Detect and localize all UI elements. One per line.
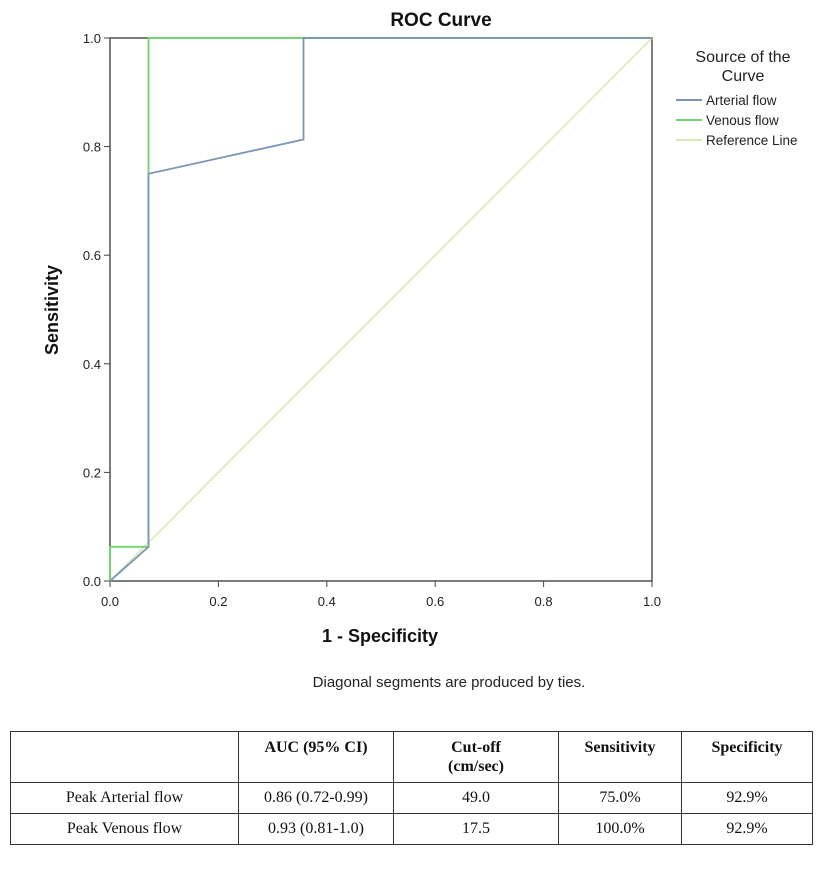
cell-sensitivity: 75.0%	[558, 782, 682, 814]
table-row: Peak Arterial flow 0.86 (0.72-0.99) 49.0…	[10, 782, 813, 814]
table-header-row: AUC (95% CI) Cut-off (cm/sec) Sensitivit…	[10, 731, 813, 783]
legend-title-line2: Curve	[722, 68, 765, 85]
series-line-reference-line	[109, 37, 653, 582]
cell-auc: 0.93 (0.81-1.0)	[238, 813, 394, 845]
cell-cutoff: 49.0	[393, 782, 559, 814]
chart-title: ROC Curve	[390, 10, 491, 31]
y-tick-label: 0.0	[83, 574, 101, 589]
x-tick-label: 0.8	[535, 594, 553, 609]
header-cutoff: Cut-off (cm/sec)	[393, 731, 559, 783]
series-line-arterial-flow	[109, 37, 652, 582]
header-specificity: Specificity	[681, 731, 813, 783]
table-row: Peak Venous flow 0.93 (0.81-1.0) 17.5 10…	[10, 813, 813, 845]
x-tick-label: 0.2	[209, 594, 227, 609]
axis-ticks: 0.0 0.2 0.4 0.6 0.8 1.0 0.0 0.2 0.4 0.6 0.8 1.0	[83, 31, 661, 609]
legend: Arterial flow Venous flow Reference Line	[676, 93, 798, 148]
x-tick-label: 0.6	[426, 594, 444, 609]
header-empty	[10, 731, 239, 783]
cell-auc: 0.86 (0.72-0.99)	[238, 782, 394, 814]
legend-title-line1: Source of the	[695, 49, 790, 66]
y-tick-label: 0.8	[83, 140, 101, 155]
x-tick-label: 0.4	[318, 594, 336, 609]
legend-label: Reference Line	[706, 133, 798, 148]
header-cutoff-line2: (cm/sec)	[448, 758, 504, 775]
y-tick-label: 0.2	[83, 465, 101, 480]
x-tick-label: 1.0	[643, 594, 661, 609]
x-tick-label: 0.0	[101, 594, 119, 609]
roc-chart: ROC Curve 0.0 0.2 0.4 0.6 0.8 1.0 0.0 0.2 0.4 0.6…	[42, 10, 798, 691]
header-sensitivity: Sensitivity	[558, 731, 682, 783]
legend-label: Arterial flow	[706, 93, 777, 108]
results-table: AUC (95% CI) Cut-off (cm/sec) Sensitivit…	[10, 731, 813, 845]
y-tick-label: 0.4	[83, 357, 101, 372]
cell-sensitivity: 100.0%	[558, 813, 682, 845]
row-label: Peak Arterial flow	[10, 782, 239, 814]
series-lines	[109, 37, 653, 582]
y-axis-label: Sensitivity	[42, 265, 62, 355]
ties-note: Diagonal segments are produced by ties.	[313, 674, 586, 691]
legend-label: Venous flow	[706, 113, 779, 128]
x-axis-label: 1 - Specificity	[322, 626, 438, 646]
y-tick-label: 0.6	[83, 248, 101, 263]
y-tick-label: 1.0	[83, 31, 101, 46]
header-auc: AUC (95% CI)	[238, 731, 394, 783]
cell-specificity: 92.9%	[681, 782, 813, 814]
row-label: Peak Venous flow	[10, 813, 239, 845]
cell-cutoff: 17.5	[393, 813, 559, 845]
cell-specificity: 92.9%	[681, 813, 813, 845]
header-cutoff-line1: Cut-off	[451, 739, 501, 756]
